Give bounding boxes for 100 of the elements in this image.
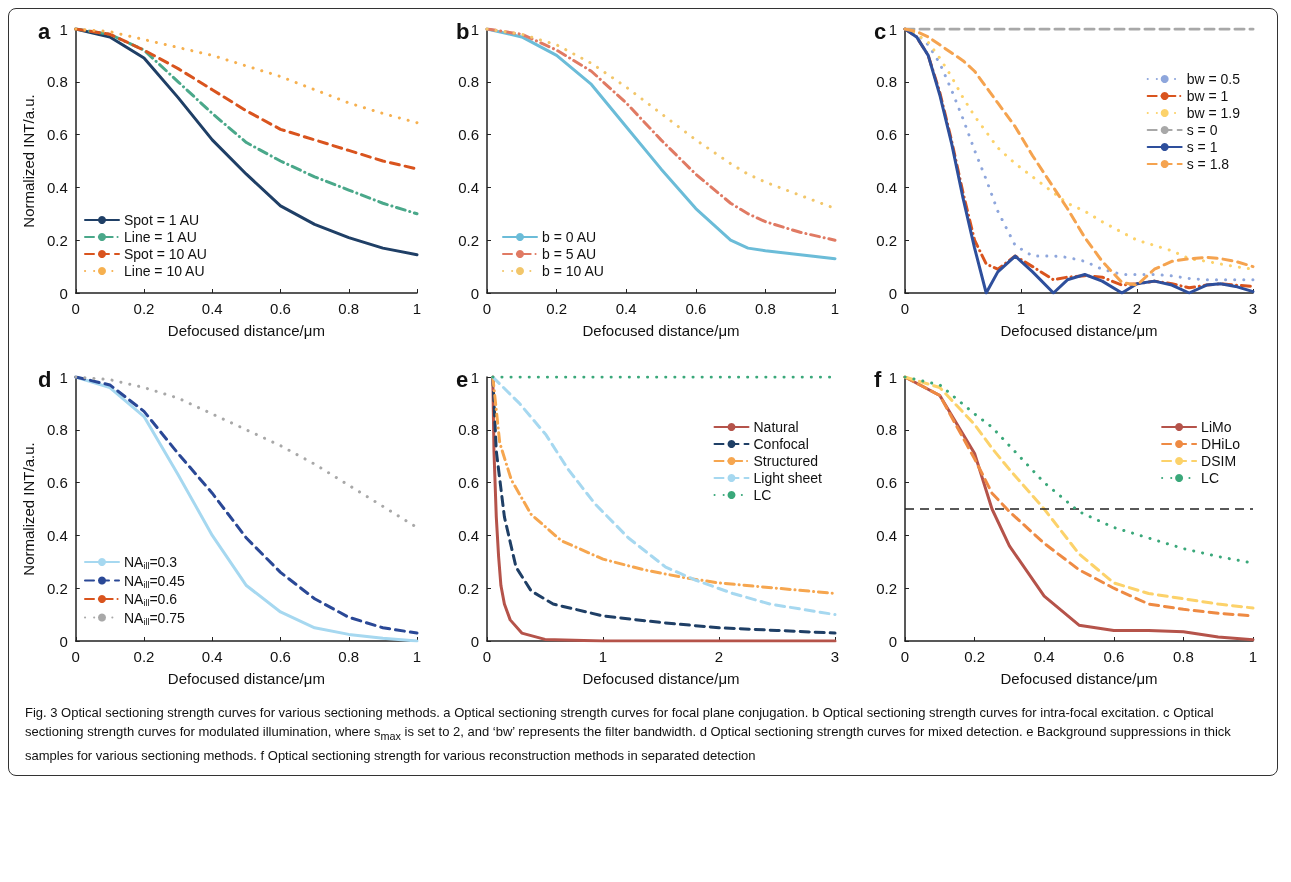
x-tick-label: 0.4 [201,648,223,665]
x-tick-label: 2 [714,648,724,665]
x-tick-label: 0.8 [338,300,360,317]
x-axis-title: Defocused distance/μm [167,322,325,339]
x-tick-label: 0.4 [1033,648,1055,665]
x-tick-label: 1 [1016,300,1026,317]
x-tick-label: 1 [598,648,608,665]
chart-title: e [456,366,469,392]
x-axis-title: Defocused distance/μm [1000,670,1158,687]
x-tick-label: 0 [482,648,492,665]
legend-label: Line = 10 AU [124,263,205,279]
x-axis-title: Defocused distance/μm [582,322,740,339]
x-tick-label: 0.2 [133,648,155,665]
chart-title: a [38,18,51,44]
legend-label: LiMo [1201,419,1232,435]
y-tick-label: 0 [888,632,897,650]
x-tick-label: 0.6 [1103,648,1125,665]
y-tick-label: 0 [470,284,479,302]
x-tick-label: 2 [1132,300,1142,317]
y-tick-label: 0.4 [46,178,68,196]
y-tick-label: 0.2 [46,231,68,249]
x-axis-title: Defocused distance/μm [167,670,325,687]
legend-label: Light sheet [753,470,823,486]
y-tick-label: 1 [470,20,479,38]
x-tick-label: 3 [1248,300,1258,317]
x-axis-title: Defocused distance/μm [582,670,740,687]
line-series [74,27,419,125]
x-tick-label: 1 [830,300,840,317]
legend-label: s = 1.8 [1186,156,1230,172]
legend-label: b = 0 AU [542,229,597,245]
x-tick-label: 3 [830,648,840,665]
legend-label: DHiLo [1201,436,1241,452]
legend-label: b = 10 AU [542,263,604,279]
legend-label: LC [753,487,772,503]
x-tick-label: 0 [71,300,80,317]
y-tick-label: 0.4 [876,178,897,196]
x-tick-label: 0.2 [964,648,986,665]
legend-label: Structured [753,453,819,469]
x-tick-label: 1 [412,648,422,665]
x-tick-label: 0.4 [201,300,223,317]
y-tick-label: 0.6 [876,126,897,144]
y-tick-label: 0 [59,632,68,650]
x-tick-label: 0.4 [615,300,637,317]
legend-label: DSIM [1201,453,1237,469]
x-tick-label: 0.6 [270,648,291,665]
y-tick-label: 0.4 [46,526,68,544]
y-tick-label: 1 [888,20,897,38]
y-tick-label: 0.8 [46,73,68,91]
chart-title: c [874,18,887,44]
y-tick-label: 0.2 [876,231,897,249]
legend-label: Spot = 10 AU [124,246,207,262]
y-tick-label: 0.2 [46,579,68,597]
legend-label: s = 0 [1186,122,1218,138]
y-tick-label: 1 [59,368,68,386]
x-tick-label: 0 [71,648,80,665]
x-axis-title: Defocused distance/μm [1000,322,1158,339]
y-tick-label: 0 [470,632,479,650]
y-tick-label: 1 [888,368,897,386]
y-tick-label: 0.4 [458,178,479,196]
x-tick-label: 0.6 [270,300,291,317]
x-tick-label: 0.2 [133,300,155,317]
y-tick-label: 0.6 [46,474,68,492]
legend-label: bw = 1.9 [1186,105,1241,121]
x-tick-label: 0 [900,648,910,665]
legend-label: Line = 1 AU [124,229,197,245]
y-tick-label: 1 [470,368,479,386]
y-tick-label: 0.6 [46,126,68,144]
y-tick-label: 0.8 [876,421,897,439]
legend-label: b = 5 AU [542,246,597,262]
y-tick-label: 0.6 [458,126,479,144]
legend-label: Spot = 1 AU [124,212,200,228]
y-tick-label: 0.6 [458,474,479,492]
x-tick-label: 0.8 [338,648,360,665]
x-tick-label: 1 [412,300,422,317]
x-tick-label: 1 [1248,648,1258,665]
legend-label: s = 1 [1186,139,1218,155]
y-tick-label: 0.2 [458,579,479,597]
legend-label: Confocal [753,436,809,452]
x-tick-label: 0.2 [546,300,568,317]
y-axis-title: Normalized INT/a.u. [20,94,37,228]
y-tick-label: 0.6 [876,474,897,492]
x-tick-label: 0 [482,300,492,317]
caption: Fig. 3 Optical sectioning strength curves for various sectioning methods. a Optical sectioning strength curves for focal plane conjugation. b Optical sectioning strength curves for intra-focal excitation. c Optical sectioning strength curves for modulated illumination, where s$_{max}$ is set to 2, and ‘bw’ represents the filter bandwidth. d Optical sectioning strength curves for mixed detection. e Background suppressions in thick samples for various sectioning methods. f Optical sectioning strength for various reconstruction methods in separated detection [25,704,1232,765]
y-tick-label: 0.8 [458,73,479,91]
x-tick-label: 0.6 [685,300,707,317]
legend-label: bw = 1 [1186,88,1229,104]
y-tick-label: 0 [59,284,68,302]
legend-label: Natural [753,419,799,435]
y-tick-label: 0.8 [46,421,68,439]
y-axis-title: Normalized INT/a.u. [20,442,37,576]
y-tick-label: 0 [888,284,897,302]
y-tick-label: 0.4 [458,526,479,544]
legend-label: bw = 0.5 [1186,71,1241,87]
x-tick-label: 0.8 [1172,648,1194,665]
y-tick-label: 0.4 [876,526,897,544]
x-tick-label: 0.8 [754,300,776,317]
y-tick-label: 1 [59,20,68,38]
chart-title: f [874,366,882,392]
y-tick-label: 0.2 [876,579,897,597]
chart-title: d [38,366,52,392]
